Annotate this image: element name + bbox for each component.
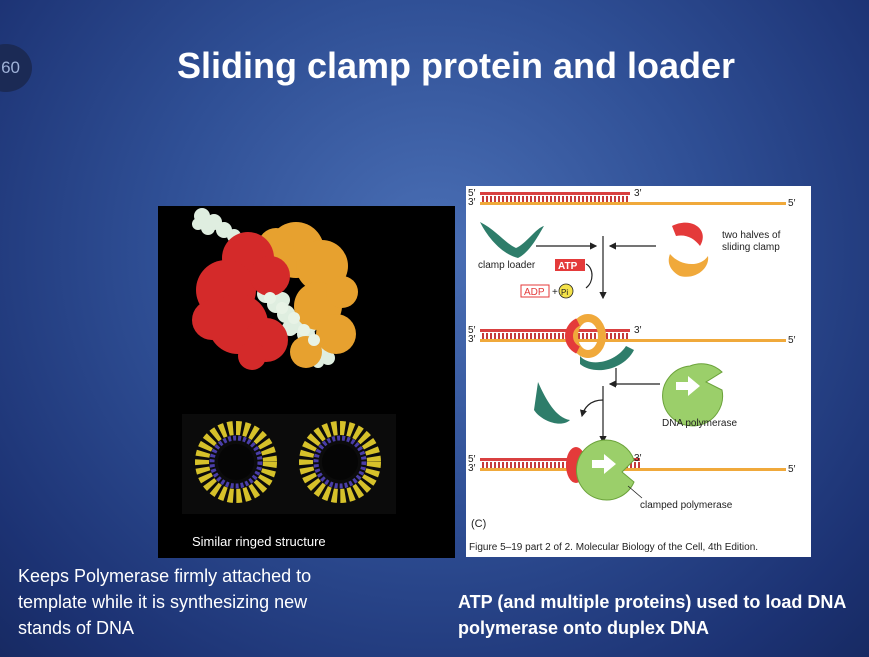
plus-label: + [552,287,558,298]
clamp-loading-diagram: 5′ 3′ 3′ 5′ clamp loader ATP ADP + Pi tw… [466,186,811,557]
structure-caption: Similar ringed structure [192,534,326,549]
row4-5prime-label: 5′ [468,454,476,465]
body-text-left: Keeps Polymerase firmly attached to temp… [18,566,312,638]
dna-polymerase-shape [662,363,724,427]
clamp-half-red [672,222,703,246]
clamp-half-orange [668,254,709,277]
pi-label: Pi [561,288,568,297]
adp-label: ADP [524,287,545,298]
adp-badge [520,284,550,298]
row4-5prime-right-label: 5′ [788,464,796,475]
clamp-loader-bound [580,346,634,371]
clamped-polymerase-label: clamped polymerase [640,500,733,511]
atp-label: ATP [558,261,578,272]
clamp-loader-shape [480,222,544,258]
row1-3prime-left-label: 3′ [468,197,476,208]
sliding-clamp-label-line1: two halves of [722,230,781,241]
page-title: Sliding clamp protein and loader [176,45,736,86]
row1-3prime-label: 3′ [634,188,642,199]
row1-5prime-right-label: 5′ [788,198,796,209]
row4-3prime-label: 3′ [634,453,642,464]
sliding-clamp-label-line2: sliding clamp [722,242,780,253]
phosphate-icon [558,283,574,299]
row2-5prime-right-label: 5′ [788,335,796,346]
released-clamp-loader [534,382,570,424]
panel-letter: (C) [471,518,487,530]
ring-structure-left [195,421,277,503]
protein-structure-image: Similar ringed structure [158,206,455,558]
row2-3prime-label: 3′ [634,325,642,336]
loaded-clamp [570,314,606,358]
clamp-loading-graphic: 5′ 3′ 3′ 5′ clamp loader ATP ADP + Pi tw… [468,188,796,511]
clamp-loader-label: clamp loader [478,260,536,271]
row2-5prime-label: 5′ [468,325,476,336]
row1-5prime-label: 5′ [468,188,476,199]
row2-3prime-left-label: 3′ [468,334,476,345]
clamped-polymerase-arrow-icon [592,454,616,474]
body-text-right: ATP (and multiple proteins) used to load… [458,592,846,638]
atp-badge [555,259,585,271]
row4-3prime-left-label: 3′ [468,463,476,474]
protein-structure-graphic [182,208,396,514]
ring-structure-right [299,421,381,503]
polymerase-arrow-icon [676,376,700,396]
figure-caption: Figure 5–19 part 2 of 2. Molecular Biolo… [469,542,759,553]
dna-polymerase-label: DNA polymerase [662,418,737,429]
